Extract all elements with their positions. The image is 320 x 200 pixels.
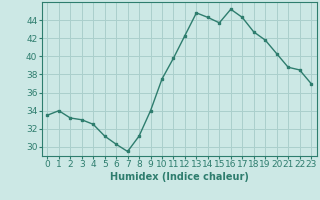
X-axis label: Humidex (Indice chaleur): Humidex (Indice chaleur) — [110, 172, 249, 182]
